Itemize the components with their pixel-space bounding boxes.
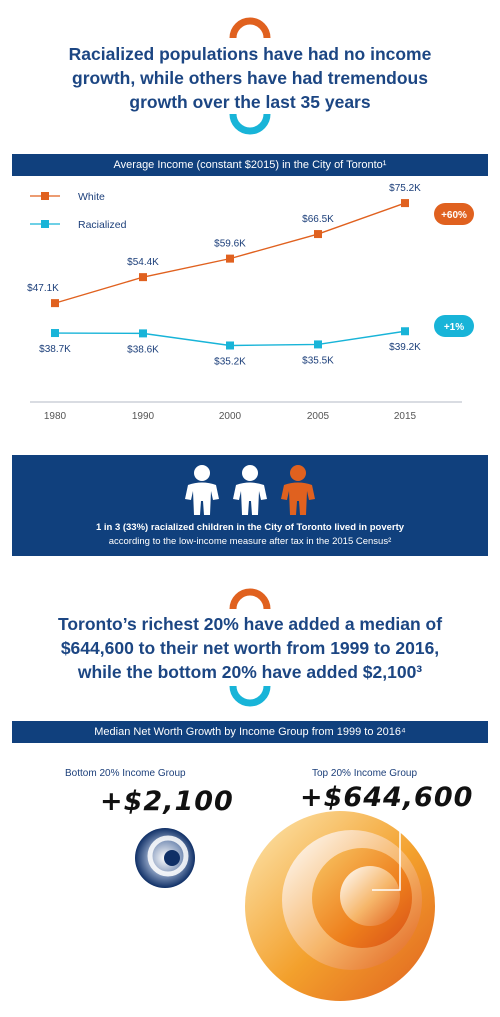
x-tick-label: 1990 [132,411,155,422]
cyan-cup-icon [229,113,271,135]
data-point [314,340,322,349]
data-label: $39.2K [389,342,421,353]
headline-line: growth, while others have had tremendous [72,68,428,88]
data-label: $35.5K [302,355,334,366]
net-worth-chart-title: Median Net Worth Growth by Income Group … [12,721,488,743]
change-label: +60% [441,210,467,221]
data-label: $38.7K [39,344,71,355]
legend-marker [41,192,49,200]
orange-arch-icon [229,17,271,39]
section2-headline: Toronto’s richest 20% have added a media… [30,612,470,684]
x-tick-label: 2000 [219,411,242,422]
headline-line: Toronto’s richest 20% have added a media… [57,614,443,634]
x-tick-label: 2005 [307,411,330,422]
headline-line: Racialized populations have had no incom… [68,44,432,64]
poverty-line-2: according to the low-income measure afte… [108,536,392,547]
data-point [226,341,234,350]
data-point [314,230,322,239]
data-point [51,329,59,338]
change-badge [434,315,474,337]
children-icons [185,465,315,515]
child-icon [185,465,219,515]
income-line-chart: White Racialized $47.1K $54.4K $59.6K $66.5K $… [27,183,474,422]
top-worth-pointer [372,810,401,891]
headline-line: $644,600 to their net worth from 1999 to… [60,638,440,658]
data-label: $75.2K [389,183,421,194]
legend-marker [41,220,49,228]
headline-line: while the bottom 20% have added $2,100³ [77,662,423,682]
top-group-label: Top 20% Income Group [312,768,418,779]
data-label: $66.5K [302,214,334,225]
child-icon [233,465,267,515]
poverty-text: 1 in 3 (33%) racialized children in the … [12,521,488,549]
legend-label: White [78,191,105,203]
top-group-value: +$644,600 [300,782,474,813]
data-point [401,199,409,208]
bottom-group-label: Bottom 20% Income Group [65,768,186,779]
poverty-panel: 1 in 3 (33%) racialized children in the … [12,455,488,556]
child-icon [281,465,315,515]
legend-label: Racialized [78,219,127,231]
cyan-cup-icon [229,685,271,707]
data-point [139,329,147,338]
change-badge [434,203,474,225]
change-label: +1% [444,322,464,333]
orange-arch-icon [229,588,271,610]
data-label: $59.6K [214,239,246,250]
headline-line: growth over the last 35 years [129,92,371,112]
data-label: $54.4K [127,257,159,268]
bottom-worth-ring [147,835,189,877]
data-point [401,327,409,336]
section1-headline: Racialized populations have had no incom… [40,42,460,114]
bottom-worth-core [164,850,180,866]
bottom-group-value: +$2,100 [100,786,234,817]
x-tick-label: 2015 [394,411,417,422]
data-point [139,273,147,282]
data-label: $38.6K [127,344,159,355]
income-chart-title: Average Income (constant $2015) in the C… [12,154,488,176]
net-worth-circles [135,810,435,1001]
data-point [51,299,59,308]
data-label: $35.2K [214,356,246,367]
top-worth-circle-core [340,866,400,926]
x-tick-label: 1980 [44,411,67,422]
data-point [226,254,234,263]
data-label: $47.1K [27,283,59,294]
poverty-line-1: 1 in 3 (33%) racialized children in the … [95,522,405,533]
